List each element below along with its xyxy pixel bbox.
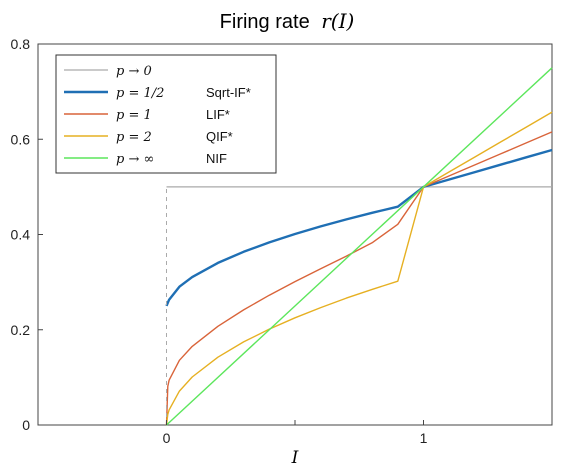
legend-label-2: p = 1 <box>116 108 152 123</box>
series-layer <box>165 67 553 426</box>
legend-model-4: NIF <box>206 151 227 166</box>
legend-model-2: LIF* <box>206 107 230 122</box>
x-tick-label: 0 <box>163 430 171 446</box>
legend: p → 0 p = 1/2 Sqrt-IF* p = 1 LIF* p = 2 QIF* p … <box>55 54 277 174</box>
y-tick-label: 0.2 <box>11 322 31 338</box>
series-line-4 <box>166 67 553 426</box>
legend-label-0: p → 0 <box>116 64 152 79</box>
chart-title-math: r(I) <box>321 9 354 33</box>
y-tick-label: 0 <box>22 417 30 433</box>
x-tick-label: 1 <box>420 430 428 446</box>
x-axis-label: I <box>291 448 299 468</box>
y-tick-label: 0.4 <box>11 227 31 243</box>
y-ticks: 0 0.2 0.4 0.6 0.8 <box>11 36 43 433</box>
chart-title-prefix: Firing rate <box>220 11 310 33</box>
series-line-3 <box>165 111 553 426</box>
series-line-1 <box>165 148 553 307</box>
legend-label-1: p = 1/2 <box>116 86 164 101</box>
series-line-2 <box>165 131 553 426</box>
y-tick-label: 0.8 <box>11 36 31 52</box>
legend-label-4: p → ∞ <box>116 152 154 167</box>
legend-label-3: p = 2 <box>116 130 152 145</box>
y-tick-label: 0.6 <box>11 131 31 147</box>
legend-model-1: Sqrt-IF* <box>206 85 251 100</box>
chart-title: Firing rate r(I) <box>220 9 355 33</box>
legend-model-3: QIF* <box>206 129 233 144</box>
